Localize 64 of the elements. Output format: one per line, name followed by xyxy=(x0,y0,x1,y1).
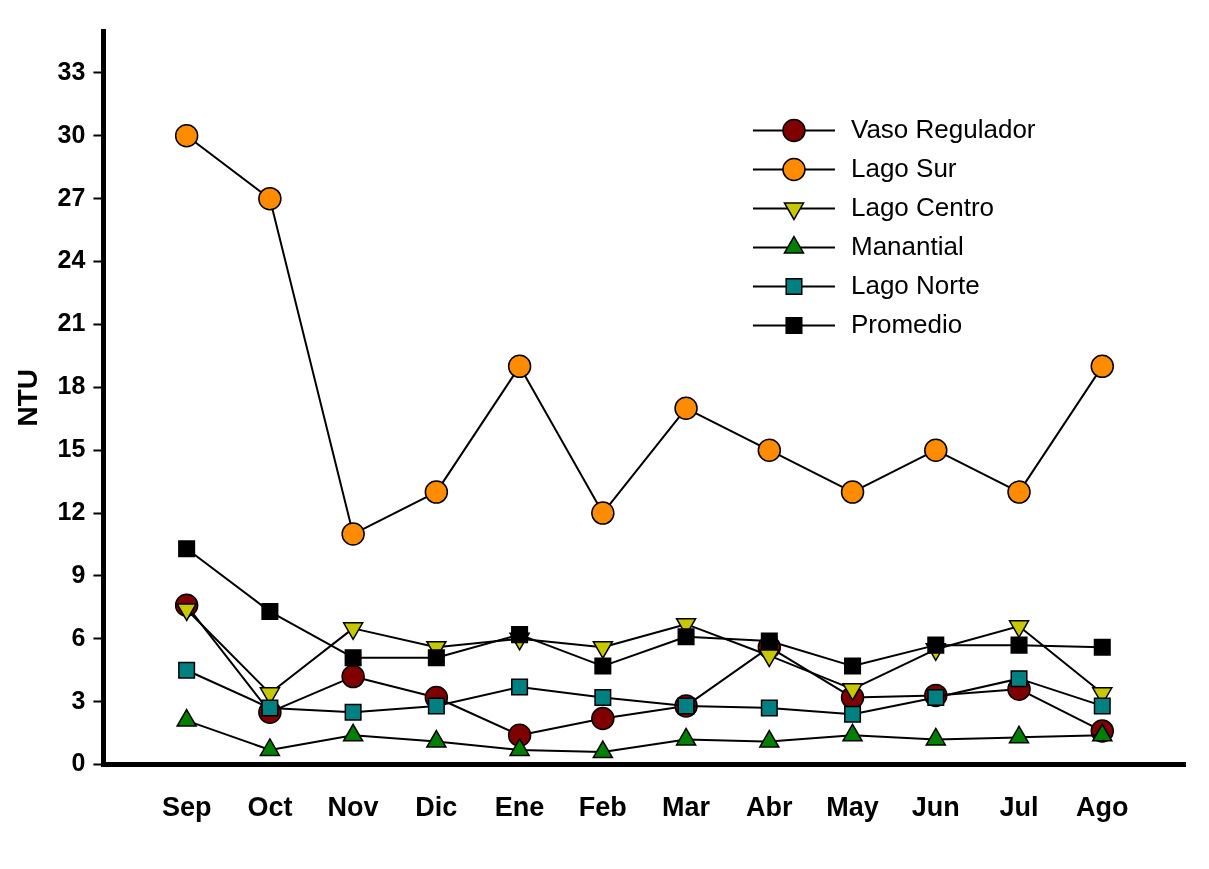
point xyxy=(760,699,778,717)
y-tick-label: 3 xyxy=(71,685,86,714)
point xyxy=(1093,697,1111,715)
point xyxy=(844,705,862,723)
y-tick-label: 24 xyxy=(57,245,86,274)
point xyxy=(258,186,282,211)
x-tick-label: Ago xyxy=(1076,792,1129,823)
x-tick-label: Dic xyxy=(415,792,458,823)
legend-label: Lago Norte xyxy=(850,269,980,300)
y-tick-label: 0 xyxy=(71,748,86,777)
y-tick-label: 33 xyxy=(57,56,86,85)
point xyxy=(178,540,196,558)
x-tick-label: Feb xyxy=(578,792,627,823)
point xyxy=(174,124,199,148)
legend-label: Promedio xyxy=(850,308,963,339)
point xyxy=(344,649,362,667)
y-axis-title: NTU xyxy=(11,369,43,427)
x-tick-label: Mar xyxy=(662,792,711,823)
y-tick-label: 6 xyxy=(71,622,86,651)
legend-label: Manantial xyxy=(850,230,964,261)
y-tick-label: 18 xyxy=(57,371,86,400)
point xyxy=(1010,636,1028,654)
point xyxy=(591,706,615,731)
x-tick-label: Jul xyxy=(999,792,1039,823)
y-tick-label: 15 xyxy=(57,434,86,463)
point xyxy=(178,661,196,679)
y-tick-label: 30 xyxy=(57,119,86,148)
point xyxy=(927,636,945,654)
x-tick-label: Nov xyxy=(327,792,379,823)
point xyxy=(591,501,615,525)
point xyxy=(677,628,695,646)
point xyxy=(427,649,445,667)
point xyxy=(924,438,948,462)
y-tick-label: 27 xyxy=(57,182,86,211)
point xyxy=(594,689,612,707)
point xyxy=(341,522,365,546)
point xyxy=(427,697,445,715)
point xyxy=(1007,480,1031,504)
point xyxy=(674,396,698,421)
point xyxy=(1093,638,1111,656)
point xyxy=(757,438,782,462)
point xyxy=(261,603,279,621)
y-tick-label: 21 xyxy=(57,308,86,337)
y-tick-label: 12 xyxy=(57,496,86,525)
point xyxy=(341,664,365,689)
point xyxy=(1090,354,1115,379)
point xyxy=(594,657,612,675)
legend-label: Lago Centro xyxy=(850,191,995,222)
x-tick-label: Ene xyxy=(494,792,545,823)
x-tick-label: Sep xyxy=(161,792,212,823)
y-tick-label: 9 xyxy=(71,559,86,588)
x-tick-label: Jun xyxy=(911,792,960,823)
point xyxy=(840,480,865,504)
point xyxy=(507,354,532,379)
point xyxy=(1010,670,1028,688)
x-tick-label: Abr xyxy=(746,792,794,823)
point xyxy=(511,678,529,696)
point xyxy=(844,657,862,675)
legend-label: Lago Sur xyxy=(850,152,957,183)
legend-label: Vaso Regulador xyxy=(850,113,1036,144)
point xyxy=(424,480,449,504)
x-tick-label: Oct xyxy=(247,792,293,823)
x-tick-label: May xyxy=(826,792,879,823)
point xyxy=(344,703,362,721)
